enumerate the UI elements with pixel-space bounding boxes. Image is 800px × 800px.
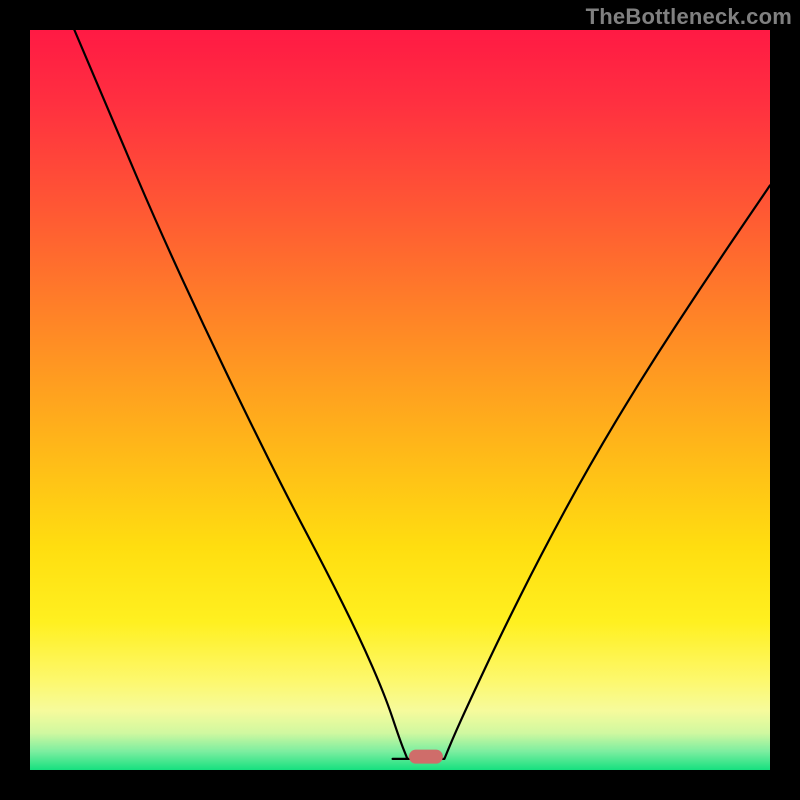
watermark-text: TheBottleneck.com <box>586 4 792 30</box>
chart-stage: TheBottleneck.com <box>0 0 800 800</box>
optimal-point-marker <box>409 750 443 764</box>
plot-background <box>30 30 770 770</box>
bottleneck-chart <box>0 0 800 800</box>
